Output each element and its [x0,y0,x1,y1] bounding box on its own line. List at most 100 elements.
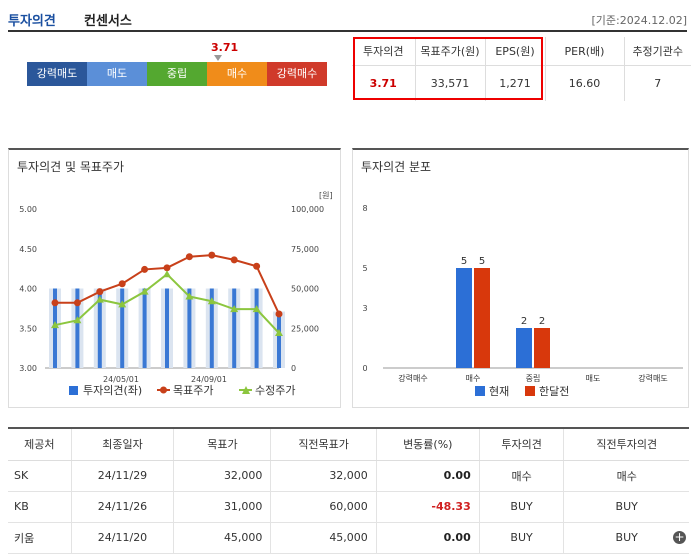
opinion-bar [232,288,237,368]
y-tick: 3 [362,304,367,313]
consensus-value: 3.71 [352,65,416,101]
y-tick-right: 25,000 [291,324,319,333]
category-label: 중립 [526,374,541,383]
x-tick-label: 24/09/01 [191,375,227,384]
broker-change-cell: -48.33 [376,491,480,523]
adjusted-price-point [230,305,239,313]
distribution-bar [456,268,472,368]
target-price-point [230,256,238,264]
target-price-point [163,264,171,272]
y-tick-left: 3.00 [19,364,37,373]
legend-swatch [525,386,535,396]
distribution-bar [474,268,490,368]
target-price-point [185,253,193,261]
y-tick-right: 0 [291,364,296,373]
opinion-bar [53,288,57,368]
legend-marker [242,386,250,394]
target-price-point [118,280,126,288]
opinion-distribution-panel: 투자의견 분포 8 5 3 0 강력매수 매수 5 5 중립 2 2 매도 강력매도 현재 한달전 [352,148,689,408]
x-tick-label: 24/05/01 [103,375,139,384]
scale-segment: 강력매도 [27,62,87,86]
y-axis-unit: [원] [319,191,333,200]
broker-prev-opinion-cell: BUY [563,522,689,554]
consensus-header: EPS(원) [485,37,546,66]
broker-date-cell: 24/11/29 [71,460,175,492]
broker-name-cell: SK [8,460,72,492]
broker-name-cell: 키움 [8,522,72,554]
highlight-box [353,37,543,100]
broker-prev-opinion-cell: 매수 [563,460,689,492]
opinion-bar [277,311,281,368]
consensus-header: 투자의견 [352,37,416,66]
broker-header: 변동률(%) [376,428,480,461]
target-price-point [73,299,81,307]
broker-date-cell: 24/11/20 [71,522,175,554]
broker-change-cell: 0.00 [376,460,480,492]
consensus-value: 7 [654,76,662,90]
expand-plus-icon[interactable]: + [673,530,686,544]
adjusted-price-point [252,305,261,313]
broker-prev-cell: 45,000 [270,522,377,554]
opinion-bar [142,288,147,368]
opinion-bar [165,288,169,368]
adjusted-price-point [51,321,59,329]
target-price-point [253,262,261,270]
table-row: KB 24/11/26 31,000 60,000 -48.33 BUY BUY [8,491,689,523]
legend-label: 한달전 [539,385,569,398]
broker-header: 직전투자의견 [563,428,689,461]
y-tick: 8 [362,204,367,213]
opinion-bar [209,288,214,368]
panel-title: 투자의견 분포 [361,160,432,174]
broker-name-cell: KB [8,491,72,523]
adjusted-price-point [275,329,283,337]
y-tick: 0 [362,364,367,373]
bar-value-label: 5 [461,256,467,267]
adjusted-price-point [95,295,104,303]
opinion-scale: 강력매도 매도 중립 매수 강력매수 [27,62,327,86]
bar-value-label: 5 [479,256,485,267]
consensus-header: PER(배) [545,37,625,66]
target-price-point [208,251,216,259]
broker-opinion-cell: BUY [479,491,565,523]
broker-prev-opinion-cell: BUY [563,491,689,523]
broker-target-cell: 32,000 [173,460,272,492]
consensus-header: 추정기관수 [624,37,691,66]
consensus-value: 1,271 [485,65,546,101]
panel-title: 투자의견 및 목표주가 [17,160,124,174]
legend-marker [160,386,167,394]
bar-value-label: 2 [539,316,545,327]
broker-date-cell: 24/11/26 [71,491,175,523]
consensus-table: 투자의견 목표주가(원) EPS(원) PER(배) 추정기관수 3.71 33,571 1… [352,37,691,101]
y-tick-left: 5.00 [19,205,37,214]
adjusted-price-point [207,297,216,305]
y-tick-left: 4.50 [19,245,37,254]
broker-target-cell: 45,000 [173,522,272,554]
target-price-point [96,288,104,296]
table-row: SK 24/11/29 32,000 32,000 0.00 매수 매수 [8,460,689,492]
opinion-bar [75,288,80,368]
opinion-target-panel: 투자의견 및 목표주가 5.00 4.50 4.00 3.50 3.00 100,000 7… [8,148,341,408]
broker-target-cell: 31,000 [173,491,272,523]
legend-label: 투자의견(좌) [83,384,142,397]
broker-header: 목표가 [173,428,272,461]
broker-opinion-cell: BUY [479,522,565,554]
opinion-bar [97,288,102,368]
opinion-marker-icon [214,55,222,61]
opinion-bar [187,288,192,368]
broker-header: 최종일자 [71,428,175,461]
category-label: 매수 [466,374,481,383]
opinion-bar [120,288,125,368]
broker-table: 제공처 최종일자 목표가 직전목표가 변동률(%) 투자의견 직전투자의견 SK 24/11/… [8,427,689,554]
adjusted-price-point [140,287,149,295]
adjusted-price-point [185,292,194,300]
consensus-value: 16.60 [545,65,625,101]
section-header: 투자의견 컨센서스 [기준:2024.12.02] [8,8,687,32]
broker-header: 직전목표가 [270,428,377,461]
legend-label: 수정주가 [255,384,295,397]
consensus-value: 33,571 [415,65,486,101]
legend-swatch [475,386,485,396]
broker-header: 투자의견 [479,428,565,461]
target-price-point [141,265,149,273]
legend-label: 목표주가 [173,384,213,397]
